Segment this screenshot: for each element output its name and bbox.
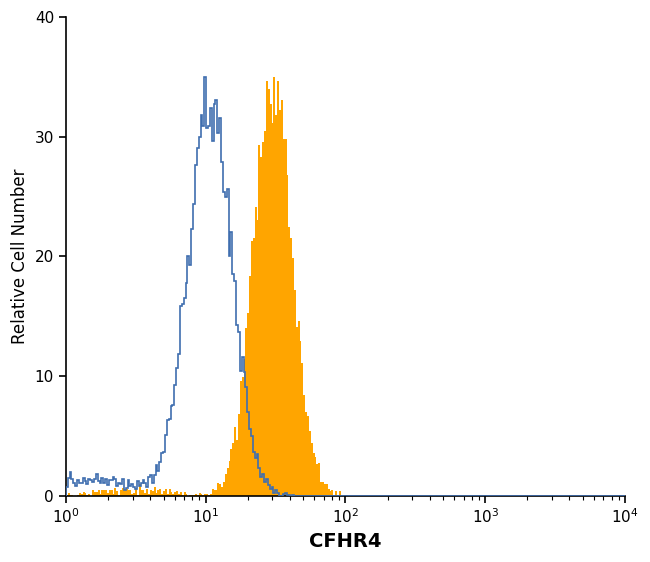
X-axis label: CFHR4: CFHR4	[309, 532, 382, 551]
Y-axis label: Relative Cell Number: Relative Cell Number	[11, 169, 29, 344]
